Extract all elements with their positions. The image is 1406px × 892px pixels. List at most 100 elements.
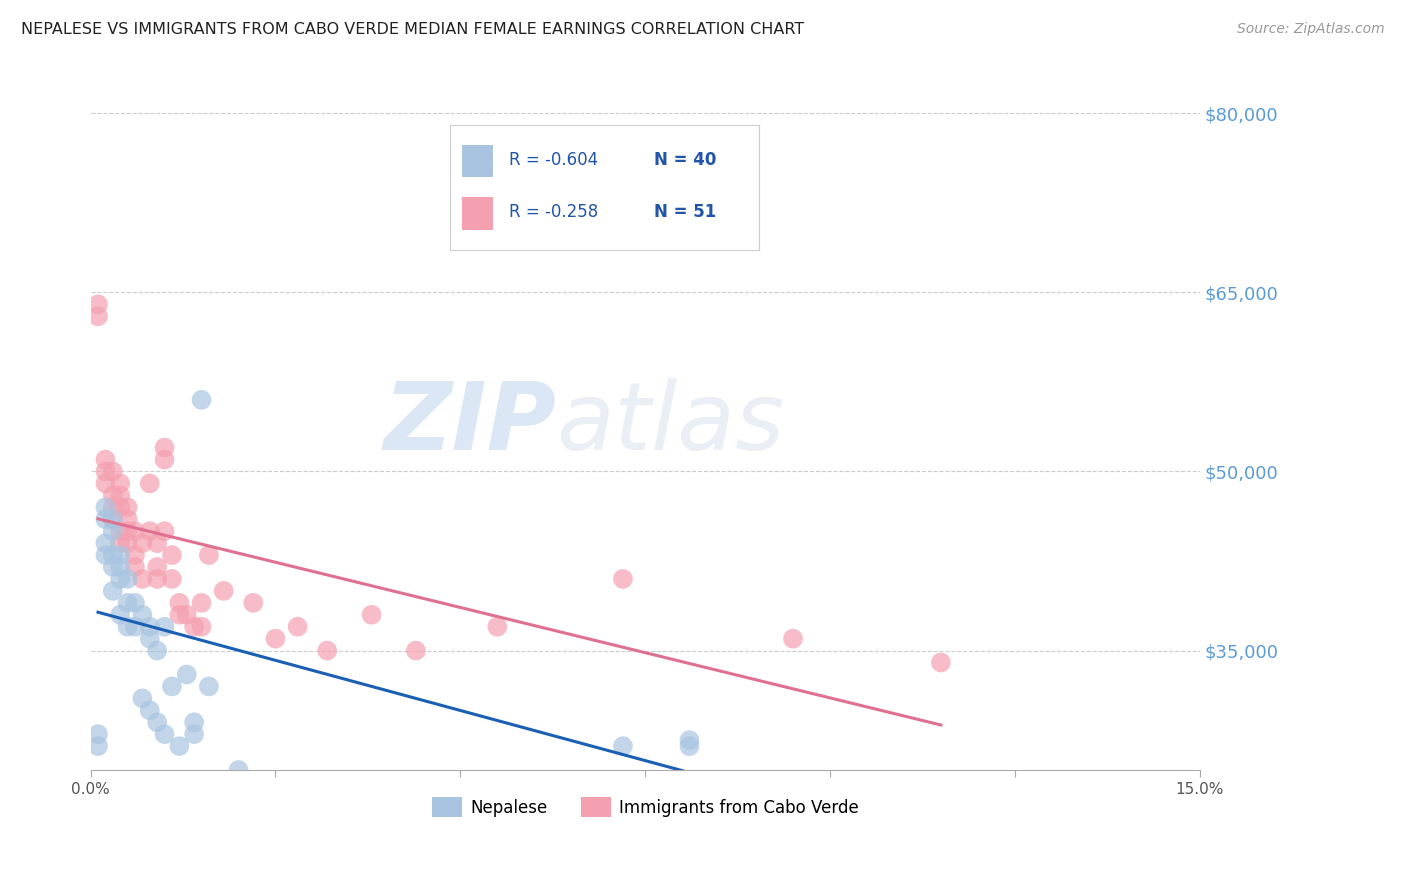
Text: R = -0.258: R = -0.258 <box>509 203 598 221</box>
Point <box>94 500 117 515</box>
Point <box>94 465 117 479</box>
Point <box>108 476 131 491</box>
Point <box>108 524 131 538</box>
Point <box>153 524 176 538</box>
Point <box>146 560 169 574</box>
Point <box>183 715 205 730</box>
Point <box>183 620 205 634</box>
Point <box>264 632 287 646</box>
Point <box>160 572 183 586</box>
Point <box>316 643 339 657</box>
Point <box>242 596 264 610</box>
Point <box>101 560 124 574</box>
Point <box>124 620 146 634</box>
Point <box>176 607 198 622</box>
Point <box>101 465 124 479</box>
Point <box>117 512 139 526</box>
Text: ZIP: ZIP <box>384 377 557 470</box>
Text: NEPALESE VS IMMIGRANTS FROM CABO VERDE MEDIAN FEMALE EARNINGS CORRELATION CHART: NEPALESE VS IMMIGRANTS FROM CABO VERDE M… <box>21 22 804 37</box>
Point <box>108 560 131 574</box>
Point <box>486 620 509 634</box>
Point <box>176 667 198 681</box>
Point <box>160 680 183 694</box>
Point <box>87 739 110 753</box>
FancyBboxPatch shape <box>463 197 494 230</box>
Point <box>139 524 162 538</box>
Point <box>131 691 153 706</box>
Point <box>929 656 952 670</box>
Point <box>124 560 146 574</box>
Point <box>190 620 212 634</box>
Text: N = 51: N = 51 <box>654 203 716 221</box>
Point <box>190 596 212 610</box>
Point <box>117 536 139 550</box>
Point <box>94 476 117 491</box>
Point <box>153 727 176 741</box>
Point <box>160 548 183 562</box>
Point <box>139 703 162 717</box>
Point <box>124 596 146 610</box>
Point <box>139 632 162 646</box>
Point <box>101 524 124 538</box>
Point <box>117 596 139 610</box>
Point <box>117 620 139 634</box>
Point <box>124 524 146 538</box>
Point <box>212 583 235 598</box>
Point <box>108 536 131 550</box>
FancyBboxPatch shape <box>463 145 494 178</box>
Point <box>108 500 131 515</box>
Point <box>117 572 139 586</box>
Point <box>87 297 110 311</box>
Point <box>146 643 169 657</box>
Point <box>131 536 153 550</box>
Point <box>94 536 117 550</box>
Point <box>782 632 804 646</box>
Point <box>153 620 176 634</box>
Text: N = 40: N = 40 <box>654 151 717 169</box>
Point <box>169 739 191 753</box>
Point <box>131 572 153 586</box>
Point <box>101 512 124 526</box>
Point <box>612 572 634 586</box>
Point <box>139 476 162 491</box>
Point <box>169 607 191 622</box>
Point <box>101 512 124 526</box>
Point <box>94 548 117 562</box>
Text: atlas: atlas <box>557 378 785 469</box>
Text: Source: ZipAtlas.com: Source: ZipAtlas.com <box>1237 22 1385 37</box>
Point <box>153 441 176 455</box>
Point <box>87 727 110 741</box>
Point <box>117 524 139 538</box>
Point <box>612 739 634 753</box>
Point <box>101 488 124 502</box>
Point <box>183 727 205 741</box>
Point <box>139 620 162 634</box>
Point <box>678 739 700 753</box>
Point <box>117 500 139 515</box>
Point <box>678 733 700 747</box>
Point <box>87 310 110 324</box>
Point <box>153 452 176 467</box>
Point <box>287 620 309 634</box>
Point <box>101 583 124 598</box>
Text: R = -0.604: R = -0.604 <box>509 151 598 169</box>
Legend: Nepalese, Immigrants from Cabo Verde: Nepalese, Immigrants from Cabo Verde <box>425 790 865 824</box>
Point <box>190 392 212 407</box>
Point <box>124 548 146 562</box>
Point <box>198 680 221 694</box>
Point <box>108 572 131 586</box>
Point <box>198 548 221 562</box>
Point <box>146 715 169 730</box>
Point <box>169 596 191 610</box>
Point <box>146 572 169 586</box>
Point <box>360 607 382 622</box>
Point <box>94 452 117 467</box>
Point <box>131 607 153 622</box>
Point <box>228 763 250 777</box>
Point <box>146 536 169 550</box>
Point <box>405 643 427 657</box>
Point <box>94 512 117 526</box>
Point <box>108 488 131 502</box>
Point <box>101 500 124 515</box>
Point <box>108 548 131 562</box>
